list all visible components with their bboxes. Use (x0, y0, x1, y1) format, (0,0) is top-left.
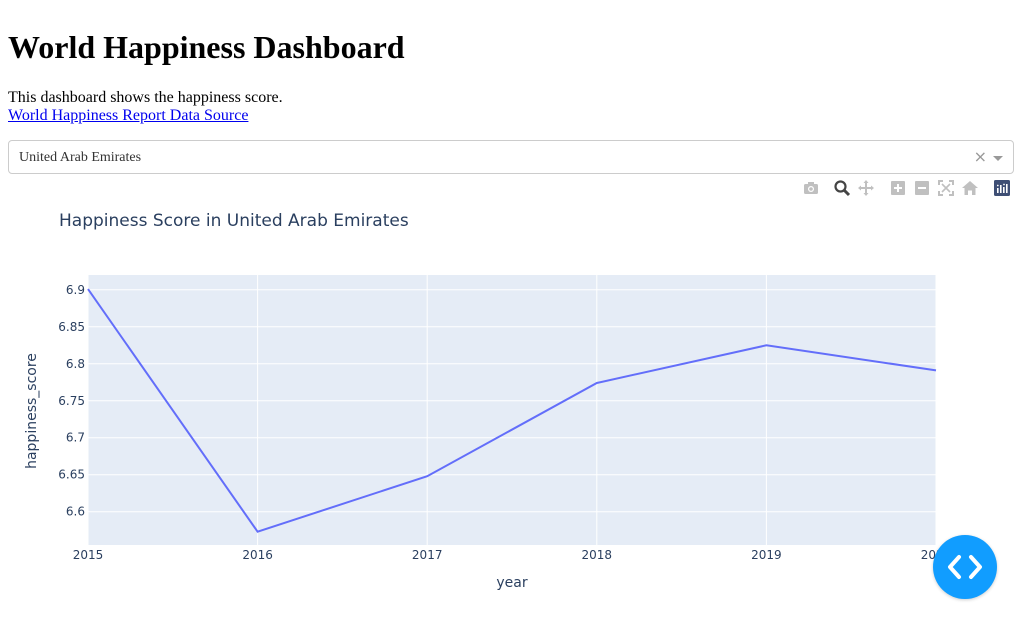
camera-icon[interactable] (802, 179, 820, 197)
chart-title: Happiness Score in United Arab Emirates (59, 211, 409, 231)
pan-icon[interactable] (857, 179, 875, 197)
y-tick-label: 6.6 (66, 505, 85, 519)
x-tick-label: 2017 (412, 548, 443, 562)
chevron-down-icon[interactable] (993, 156, 1003, 161)
clear-icon[interactable]: × (973, 147, 987, 166)
x-tick-label: 2019 (751, 548, 782, 562)
autoscale-icon[interactable] (937, 179, 955, 197)
zoom-icon[interactable] (833, 179, 851, 197)
happiness-line-chart[interactable]: Happiness Score in United Arab Emirates … (0, 200, 1024, 634)
grid-lines (87, 275, 937, 545)
y-tick-label: 6.65 (58, 468, 85, 482)
y-tick-label: 6.85 (58, 320, 85, 334)
x-axis-title: year (496, 575, 527, 591)
reset-axes-icon[interactable] (961, 179, 979, 197)
happiness-score-line[interactable] (87, 288, 937, 533)
country-dropdown[interactable]: United Arab Emirates × (8, 140, 1014, 174)
dropdown-selected-value: United Arab Emirates (19, 150, 142, 165)
x-tick-label: 2015 (73, 548, 104, 562)
zoom-out-icon[interactable] (913, 179, 931, 197)
y-axis: 6.6 6.65 6.7 6.75 6.8 6.85 6.9 (58, 283, 85, 519)
code-toggle-button[interactable] (933, 535, 997, 599)
y-tick-label: 6.8 (66, 357, 85, 371)
data-source-link[interactable]: World Happiness Report Data Source (8, 107, 249, 124)
x-axis: 201520162017201820192020 (73, 548, 952, 562)
y-tick-label: 6.7 (66, 431, 85, 445)
zoom-in-icon[interactable] (889, 179, 907, 197)
y-tick-label: 6.9 (66, 283, 85, 297)
page-title: World Happiness Dashboard (8, 29, 405, 65)
page-description: This dashboard shows the happiness score… (8, 89, 283, 106)
code-brackets-icon (948, 555, 982, 579)
plotly-logo-icon[interactable] (993, 179, 1011, 197)
y-tick-label: 6.75 (58, 394, 85, 408)
plot-modebar (800, 179, 1014, 197)
plot-area[interactable] (88, 275, 936, 545)
y-axis-title: happiness_score (24, 353, 40, 469)
x-tick-label: 2018 (582, 548, 613, 562)
x-tick-label: 2016 (242, 548, 273, 562)
